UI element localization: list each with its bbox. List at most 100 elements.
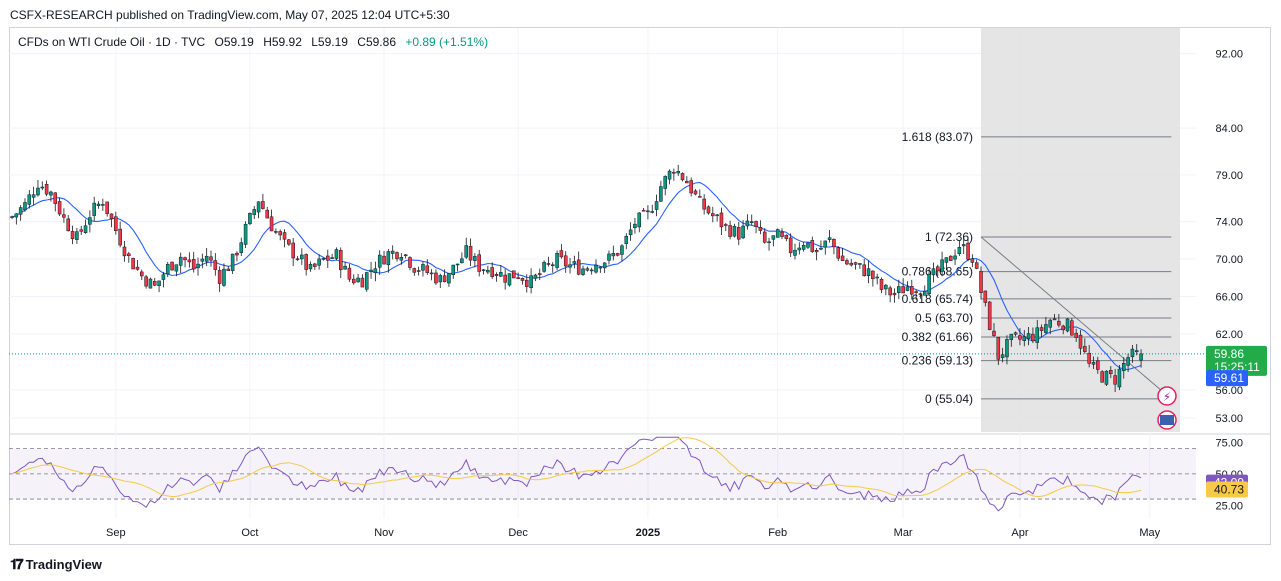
candle-body [832,238,836,248]
ma-price-tag [1206,370,1248,387]
candle-body [572,261,577,264]
candle-body [598,266,603,269]
candle-body [594,264,598,273]
candle-body [330,257,334,259]
candle-body [326,255,330,261]
candle-body [278,231,282,236]
lightning-icon: ⚡ [1163,390,1171,404]
candle-body [797,247,802,251]
candle-body [308,264,313,270]
candle-body [953,255,957,260]
candle-body [304,254,308,270]
candle-body [646,210,650,213]
candle-body [767,241,771,244]
candle-body [728,225,732,237]
candle-body [96,203,101,207]
candle-body [451,264,456,275]
current-price-value: 59.86 [1214,347,1244,361]
candle-body [148,278,153,289]
candle-body [252,209,257,215]
candle-body [771,235,776,240]
candle-body [840,255,845,261]
candle-body [438,275,443,283]
candle-body [1121,362,1126,372]
candle-body [935,266,940,272]
candle-body [53,192,58,204]
candle-body [287,239,291,245]
candle-body [499,272,503,277]
candle-body [1009,333,1014,340]
candle-body [131,258,135,270]
candle-body [403,254,408,257]
candle-body [923,291,927,296]
y-tick-label: 84.00 [1215,123,1243,135]
candle-body [70,231,75,239]
candle-body [585,268,590,271]
candle-body [983,290,988,303]
candle-body [568,264,572,268]
fib-trend-line [980,236,1172,400]
candle-body [823,240,828,248]
candle-body [888,287,892,296]
candle-body [165,263,170,275]
candle-body [347,267,352,280]
candle-body [356,277,360,283]
candle-body [961,244,966,247]
candle-body [1087,352,1091,364]
candle-body [209,256,213,261]
candle-body [875,276,879,279]
candle-body [1035,327,1040,343]
candle-body [620,245,624,255]
candle-body [732,225,737,237]
candle-body [282,232,287,240]
candle-body [351,278,356,284]
candle-body [187,259,192,263]
candle-body [542,262,546,272]
candle-body [836,247,841,259]
candle-body [914,291,918,293]
candle-body [399,257,404,261]
candle-body [481,269,486,272]
x-tick-label: Oct [241,527,258,539]
candle-body [109,213,114,220]
x-tick-label: Mar [894,527,913,539]
candle-body [1005,339,1009,358]
candle-body [1070,320,1074,336]
candle-body [27,194,32,205]
candle-body [1031,333,1035,342]
fib-level-label: 0.5 (63.70) [915,311,973,325]
candle-body [819,247,823,250]
y-tick-label: 53.00 [1215,413,1243,425]
candle-body [637,212,642,228]
candle-body [793,249,797,256]
candle-body [615,253,620,256]
candle-body [468,245,473,261]
candle-body [157,280,161,286]
x-tick-label: 2025 [636,527,660,539]
y-tick-label: 79.00 [1215,170,1243,182]
candle-body [680,173,685,181]
candle-body [702,198,706,210]
candle-body [503,274,507,283]
candle-body [265,209,269,219]
candle-body [667,170,672,180]
candle-body [1022,336,1027,341]
candle-body [101,204,105,206]
x-tick-label: Feb [768,527,787,539]
flag-icon [1160,415,1174,425]
candle-body [866,268,871,276]
candle-body [83,225,88,234]
x-tick-label: May [1139,527,1160,539]
candle-body [390,250,395,254]
current-price-tag [1206,345,1267,376]
candle-body [970,258,975,263]
y-tick-label: 70.00 [1215,254,1243,266]
candle-body [996,336,1001,360]
candle-body [230,253,235,271]
candle-body [412,268,417,273]
candle-body [698,196,702,198]
candle-body [676,171,680,174]
brand-name: TradingView [25,557,102,572]
